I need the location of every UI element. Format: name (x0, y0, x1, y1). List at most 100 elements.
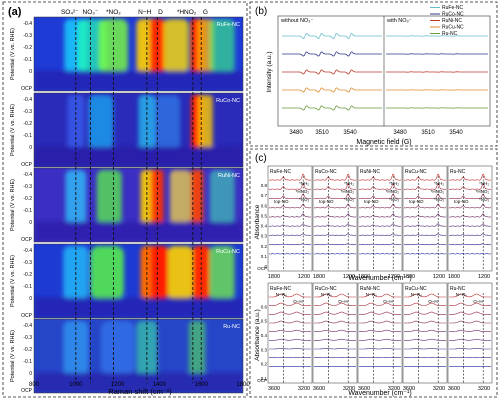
y-tick: 0.7 (261, 193, 268, 198)
x-tick: 1000 (69, 382, 83, 388)
legend-entry: RuCu-NC (442, 25, 464, 31)
ir-trace (358, 173, 402, 181)
epr-trace (282, 105, 382, 111)
ir-subpanel-RuCo-NC: RuCo-NC 3600 3200 N−H₄ O−H (312, 282, 358, 392)
y-tick: -0.1 (23, 57, 32, 63)
ir-top-y-label: Absorbance (254, 204, 261, 239)
ir-trace (313, 203, 357, 209)
ir-trace (358, 338, 401, 341)
panel-b-label: (b) (255, 6, 267, 17)
epr-y-label: Intensity (a.u.) (266, 51, 273, 92)
x-tick: 3540 (343, 130, 357, 136)
x-tick: 3510 (315, 130, 329, 136)
ir-trace (448, 173, 492, 181)
x-tick: 3600 (358, 386, 370, 392)
sample-label: RuCu-NC (405, 169, 427, 175)
x-tick: 1600 (195, 382, 209, 388)
ir-subpanel-RuCo-NC: RuCo-NC 1800 1200 *NH₂ *HNO₂ *NO₂ top-NO (312, 165, 358, 280)
x-tick: 3600 (313, 386, 325, 392)
ocp-tick: OCP (257, 266, 267, 271)
y-axis-label: Potential (V vs. RHE) (10, 28, 16, 80)
band-label: N−H (138, 9, 151, 16)
x-tick: 1200 (388, 274, 400, 280)
y-tick: 0.5 (261, 319, 268, 324)
annotation: N−H₄ (321, 292, 332, 297)
ir-trace (359, 320, 401, 324)
hotspot (163, 19, 189, 73)
band-label: SO₄²⁻ (61, 9, 79, 16)
y-tick: 0.3 (261, 234, 268, 239)
ir-trace (268, 338, 311, 341)
ir-trace (313, 233, 357, 236)
annotation: *NO₂ (434, 197, 445, 202)
ir-trace (403, 193, 447, 200)
hotspot (188, 321, 206, 375)
ir-trace (268, 173, 312, 181)
ir-trace (403, 311, 446, 315)
ir-trace (404, 348, 446, 350)
x-tick: 3510 (421, 130, 435, 136)
annotation: top-NO (364, 199, 379, 204)
y-axis-label: Potential (V vs. RHE) (10, 179, 16, 231)
ir-bottom-y-label: Absorbance (a.u.) (254, 309, 261, 361)
ir-trace (314, 293, 356, 298)
sample-label: RuFe-NC (270, 169, 292, 175)
ir-trace (313, 183, 357, 190)
x-tick: 3200 (343, 386, 355, 392)
y-tick: 0.6 (261, 304, 268, 309)
x-tick: 1400 (153, 382, 167, 388)
ir-trace (314, 348, 356, 350)
x-tick: 3480 (393, 130, 407, 136)
x-tick: 1800 (448, 274, 460, 280)
y-tick: 0.4 (261, 224, 268, 229)
ir-trace (313, 213, 357, 218)
ir-trace (404, 293, 446, 298)
ir-trace (268, 183, 312, 190)
annotation: top-NO (454, 199, 469, 204)
annotation: O−H (473, 299, 482, 304)
ocp-tick: OCP (21, 86, 33, 92)
annotation: O−H (383, 299, 392, 304)
annotation: N−H₄ (276, 292, 287, 297)
ir-trace (313, 173, 357, 181)
ir-trace (268, 203, 312, 209)
hotspot (98, 19, 129, 73)
ocp-tick: OCP (21, 313, 33, 319)
y-tick: 0.5 (261, 213, 268, 218)
strip-frame (33, 243, 244, 319)
subpanel-frame (447, 282, 493, 384)
y-tick: -0.1 (23, 284, 32, 290)
y-tick: -0.1 (23, 133, 32, 139)
ocp-tick: OCP (21, 237, 33, 243)
sample-label: RuCo-NC (315, 169, 337, 175)
strip-hotspots (34, 19, 243, 91)
ir-trace (358, 193, 402, 200)
y-tick: -0.3 (23, 260, 32, 266)
annotation: *NO₂ (344, 197, 355, 202)
ir-trace (449, 293, 491, 298)
ir-subpanel-Ru-NC: Ru-NC 1800 1200 *NH₂ *HNO₂ *NO₂ top-NO (447, 165, 493, 280)
ocp-region (34, 146, 243, 167)
ir-trace (448, 302, 491, 306)
sample-label: RuCo-NC (216, 98, 240, 104)
heatmap-strip-RuCo-NC: RuCo-NC -0.4 -0.3 -0.2 -0.1 0 OCP Potential (V … (10, 92, 244, 168)
heatmap-strip-RuNi-NC: RuNi-NC -0.4 -0.3 -0.2 -0.1 0 OCP Potential (V … (10, 167, 244, 243)
ir-trace (448, 243, 492, 246)
y-tick: 0 (29, 296, 32, 302)
heatmap-strips: RuFe-NC -0.4 -0.3 -0.2 -0.1 0 OCP Potential (V … (10, 16, 244, 394)
ir-trace (358, 223, 402, 227)
ir-trace (403, 203, 447, 209)
y-tick: -0.2 (23, 45, 32, 51)
heatmap-strip-RuFe-NC: RuFe-NC -0.4 -0.3 -0.2 -0.1 0 OCP Potential (V … (10, 16, 244, 92)
ir-trace (268, 311, 311, 315)
strip-hotspots (34, 95, 243, 167)
ir-trace (358, 253, 402, 255)
ir-trace (448, 233, 492, 236)
y-tick: -0.1 (23, 208, 32, 214)
strip-hotspots (34, 170, 243, 242)
panel-c-frame (249, 148, 498, 398)
ir-trace (403, 302, 446, 306)
